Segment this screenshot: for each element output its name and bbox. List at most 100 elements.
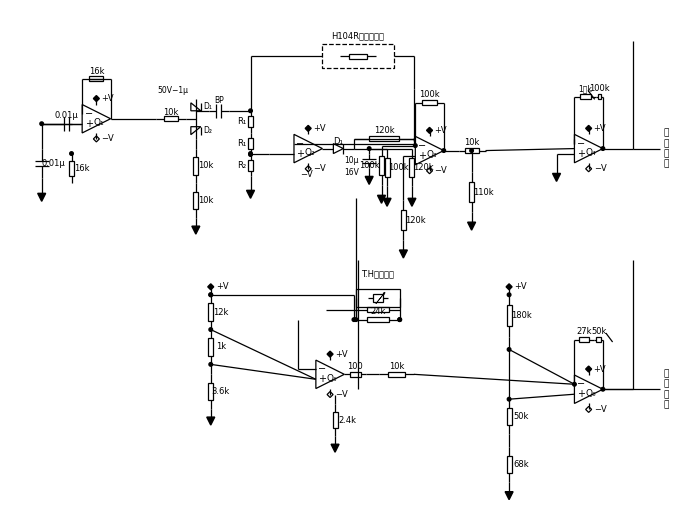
Circle shape	[354, 318, 358, 321]
Bar	[580, 94, 591, 99]
Circle shape	[249, 109, 252, 113]
Bar	[164, 116, 178, 121]
Text: D₁: D₁	[333, 137, 343, 146]
Text: 68k: 68k	[513, 460, 529, 469]
Circle shape	[601, 387, 605, 391]
Text: 180k: 180k	[511, 311, 531, 320]
Text: 110k: 110k	[473, 188, 494, 197]
Bar	[580, 337, 589, 342]
Bar	[598, 94, 601, 99]
Text: +V: +V	[594, 124, 606, 133]
Text: 50k: 50k	[591, 327, 606, 336]
Text: 16V: 16V	[344, 168, 359, 177]
Polygon shape	[553, 173, 560, 181]
Text: 0.01µ: 0.01µ	[55, 111, 78, 120]
Text: 10µ: 10µ	[344, 156, 359, 165]
Bar	[367, 317, 389, 322]
Text: +: +	[577, 389, 585, 399]
Text: −: −	[318, 364, 326, 374]
Circle shape	[249, 152, 252, 156]
Circle shape	[40, 122, 44, 126]
Bar	[248, 116, 253, 127]
Text: 2.4k: 2.4k	[338, 416, 356, 425]
Polygon shape	[305, 125, 311, 131]
Bar	[356, 289, 399, 307]
Text: +V: +V	[102, 94, 114, 103]
Text: 16k: 16k	[88, 68, 104, 76]
Bar	[469, 182, 474, 203]
Text: 温
度
输
出: 温 度 输 出	[663, 369, 669, 410]
Text: +: +	[84, 119, 93, 129]
Text: 100: 100	[348, 362, 363, 371]
Polygon shape	[505, 492, 513, 499]
Text: 1k: 1k	[216, 342, 226, 351]
Bar	[208, 304, 214, 321]
Circle shape	[209, 328, 213, 331]
Text: 50V−1µ: 50V−1µ	[158, 86, 189, 95]
Bar	[248, 160, 253, 171]
Circle shape	[368, 147, 371, 150]
Polygon shape	[408, 198, 416, 206]
Text: 10k: 10k	[464, 138, 480, 147]
Circle shape	[209, 293, 213, 296]
Bar	[349, 54, 367, 59]
Bar	[401, 210, 406, 230]
Text: 10k: 10k	[198, 162, 214, 171]
Text: +: +	[577, 148, 585, 159]
Bar	[193, 157, 198, 175]
Polygon shape	[327, 351, 333, 357]
Text: Q₃: Q₃	[426, 150, 437, 159]
Polygon shape	[247, 190, 254, 198]
FancyArrow shape	[376, 292, 385, 304]
Text: 0.01µ: 0.01µ	[41, 159, 66, 168]
Text: R₂: R₂	[237, 161, 246, 170]
Text: −V: −V	[594, 164, 607, 173]
Text: 24k: 24k	[370, 307, 386, 316]
Polygon shape	[38, 193, 46, 201]
Bar	[373, 294, 383, 301]
Bar	[208, 383, 214, 400]
Text: T.H热敏电阻: T.H热敏电阻	[361, 269, 395, 278]
Text: 1调k: 1调k	[578, 84, 592, 93]
Text: 12k: 12k	[213, 308, 229, 317]
Polygon shape	[93, 95, 100, 102]
Bar	[385, 158, 390, 177]
Circle shape	[398, 318, 401, 321]
Circle shape	[573, 382, 576, 386]
Bar	[208, 338, 214, 356]
Polygon shape	[468, 222, 475, 230]
Text: −: −	[577, 379, 585, 389]
Text: 10k: 10k	[163, 108, 179, 117]
Circle shape	[507, 397, 511, 401]
Text: −V: −V	[335, 390, 348, 399]
Polygon shape	[399, 250, 408, 258]
Text: +: +	[296, 148, 304, 159]
Bar	[465, 148, 479, 153]
Text: 120k: 120k	[374, 126, 395, 135]
Text: 120k: 120k	[413, 163, 434, 172]
Text: Q₅: Q₅	[327, 374, 337, 383]
Circle shape	[249, 153, 252, 157]
Text: +V: +V	[514, 282, 527, 291]
Bar	[248, 138, 253, 149]
Bar	[422, 100, 437, 106]
Text: 100k: 100k	[359, 161, 380, 170]
Text: +V: +V	[216, 282, 228, 291]
Text: −V: −V	[594, 405, 607, 414]
Bar	[332, 413, 337, 428]
Bar	[89, 76, 104, 81]
Bar	[410, 158, 415, 177]
Text: +V: +V	[435, 126, 447, 135]
Polygon shape	[586, 125, 591, 131]
Bar	[388, 372, 405, 377]
Text: 16k: 16k	[74, 164, 89, 173]
Bar	[193, 192, 198, 210]
Bar	[596, 337, 600, 342]
Text: Q₂: Q₂	[305, 148, 316, 157]
Text: +: +	[418, 150, 426, 161]
Text: −: −	[577, 138, 585, 148]
Text: D₂: D₂	[203, 126, 212, 135]
Bar	[507, 408, 511, 425]
Text: +: +	[319, 374, 326, 384]
Polygon shape	[586, 366, 591, 372]
